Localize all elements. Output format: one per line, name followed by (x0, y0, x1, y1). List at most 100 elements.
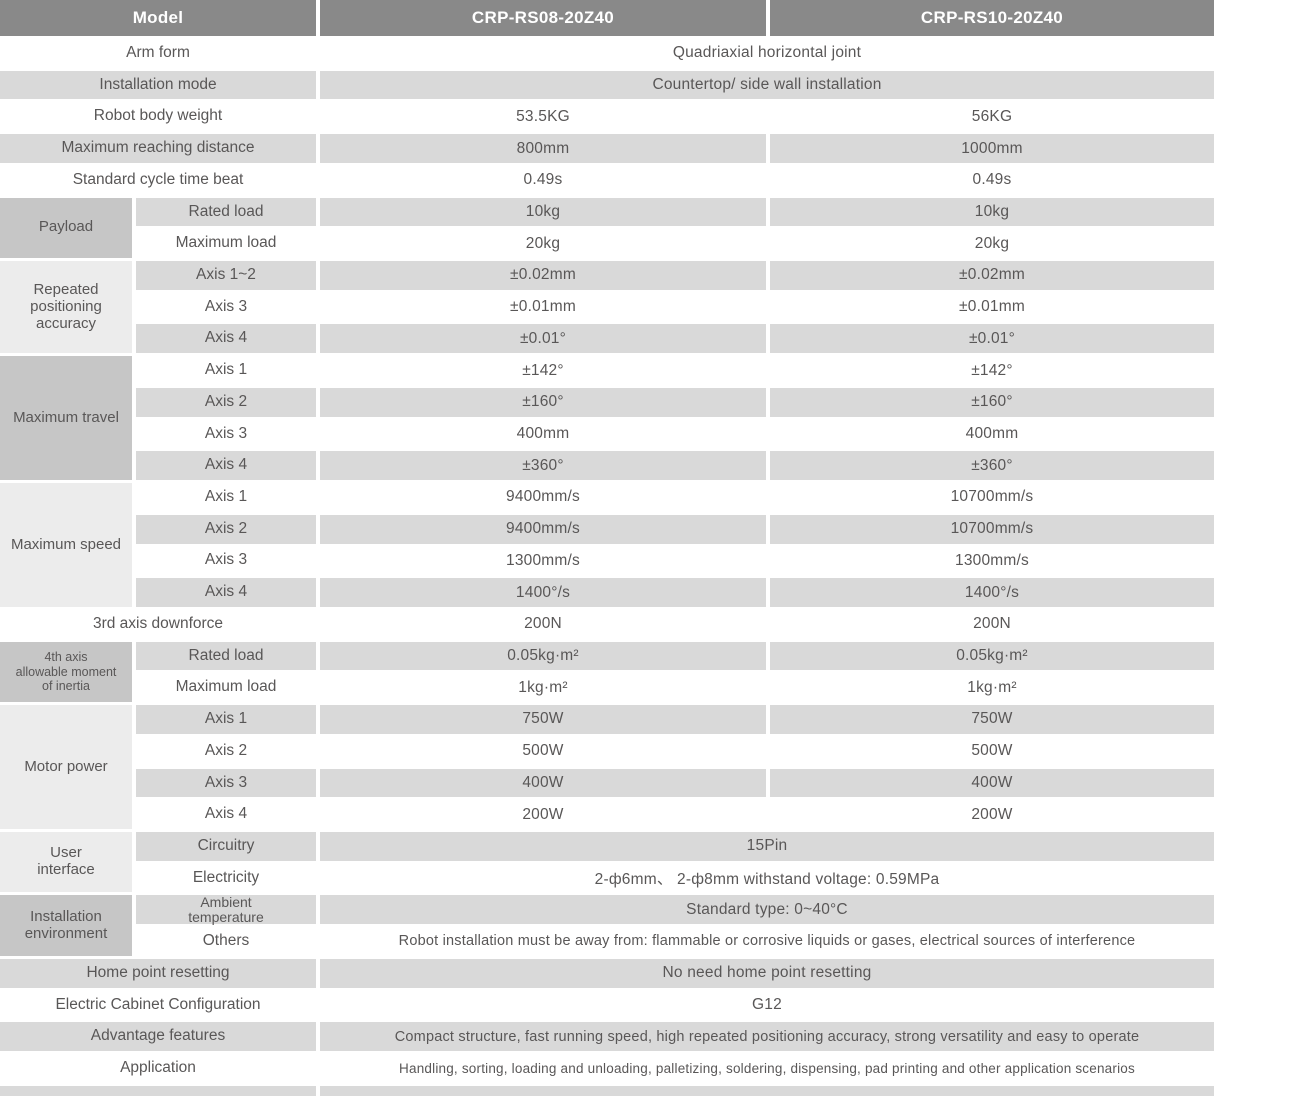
row-sublabel: Axis 4 (136, 324, 316, 354)
cell-value: 200N (973, 615, 1011, 633)
cell-value: 15Pin (320, 831, 1214, 861)
cell-value: Handling, sorting, loading and unloading… (399, 1060, 1135, 1076)
cell-value: ±160° (770, 387, 1214, 417)
row-sublabel: Rated load (136, 641, 316, 671)
row-sublabel: Axis 1~2 (136, 261, 316, 290)
row-label: Installation mode (0, 70, 316, 100)
cell-value: ±360° (320, 451, 766, 481)
cell-value: 2-ф6mm、 2-ф8mm withstand voltage: 0.59MP… (594, 871, 940, 889)
cell-value: 10kg (770, 197, 1214, 227)
row-sublabel: Rated load (136, 197, 316, 227)
row-sublabel: Axis 1 (204, 361, 248, 379)
cell-value: 53.5KG (516, 107, 570, 125)
row-label: Advantage features (0, 1022, 316, 1051)
row-sublabel: Electricity (192, 868, 260, 886)
cell-value: Quadriaxial horizontal joint (672, 44, 862, 62)
cell-value: 750W (320, 705, 766, 734)
row-label: 3rd axis downforce (92, 614, 224, 632)
group-label: Maximum travel (0, 356, 132, 481)
cell-value: ±0.01mm (959, 298, 1025, 316)
cell-value: 1000mm (770, 134, 1214, 163)
cell-value: 1300mm/s (955, 551, 1029, 569)
cell-value: Compact structure, fast running speed, h… (320, 1022, 1214, 1051)
cell-value: G12 (752, 995, 782, 1013)
cell-value: ±0.01° (320, 324, 766, 354)
group-label: User interface (0, 831, 132, 893)
cell-value: 0.49s (972, 171, 1012, 189)
cell-value: 10kg (320, 197, 766, 227)
group-label: Repeated positioning accuracy (0, 261, 132, 354)
cell-value: 0.05kg·m² (320, 641, 766, 671)
header-model-label: Model (0, 0, 316, 36)
cell-value: ±142° (522, 361, 564, 379)
cell-value: 9400mm/s (320, 514, 766, 544)
cell-value: Standard type: 0~40°C (320, 895, 1214, 925)
row-sublabel: Ambient temperature (136, 895, 316, 925)
row-label (0, 1085, 316, 1096)
cell-value: ±360° (770, 451, 1214, 481)
row-sublabel: Axis 2 (204, 741, 248, 759)
cell-value: 1300mm/s (506, 551, 580, 569)
cell-value: No need home point resetting (320, 958, 1214, 988)
row-sublabel: Axis 2 (136, 387, 316, 417)
cell-value: Robot installation must be away from: fl… (398, 933, 1136, 950)
row-label: Home point resetting (0, 958, 316, 988)
row-sublabel: Axis 3 (204, 424, 248, 442)
cell-value: 1400°/s (320, 578, 766, 607)
cell-value: 200N (524, 615, 562, 633)
cell-value: 200W (971, 805, 1013, 823)
cell-value: 1kg·m² (967, 678, 1017, 696)
cell-value: ±160° (320, 387, 766, 417)
cell-value: 10700mm/s (950, 488, 1034, 506)
cell-value: 0.49s (523, 171, 563, 189)
row-sublabel: Axis 3 (204, 551, 248, 569)
row-sublabel: Circuitry (136, 831, 316, 861)
row-sublabel: Axis 2 (136, 514, 316, 544)
row-sublabel: Maximum load (175, 678, 277, 696)
row-sublabel: Axis 1 (204, 488, 248, 506)
cell-value: 200W (522, 805, 564, 823)
row-sublabel: Others (202, 932, 250, 950)
row-sublabel: Axis 1 (136, 705, 316, 734)
cell-value: 9400mm/s (506, 488, 580, 506)
cell-value: 800mm (320, 134, 766, 163)
spec-table: Model CRP-RS08-20Z40 CRP-RS10-20Z40 Arm for… (0, 0, 1214, 1096)
cell-value: 0.05kg·m² (770, 641, 1214, 671)
row-sublabel: Maximum load (175, 234, 277, 252)
cell-value: 56KG (971, 107, 1013, 125)
row-sublabel: Axis 3 (136, 768, 316, 798)
row-sublabel: Axis 4 (136, 578, 316, 607)
cell-value: 500W (971, 742, 1013, 760)
row-sublabel: Axis 4 (204, 805, 248, 823)
cell-value: 400mm (516, 424, 570, 442)
group-label: Installation environment (0, 895, 132, 956)
cell-value: 500W (522, 742, 564, 760)
row-label: Maximum reaching distance (0, 134, 316, 163)
cell-value: 400mm (965, 424, 1019, 442)
group-label: Payload (0, 197, 132, 259)
cell-value: 10700mm/s (770, 514, 1214, 544)
row-sublabel: Axis 4 (136, 451, 316, 481)
cell-value: 1400°/s (770, 578, 1214, 607)
row-sublabel: Axis 3 (204, 297, 248, 315)
row-label: Electric Cabinet Configuration (55, 995, 261, 1013)
header-model-rs08: CRP-RS08-20Z40 (320, 0, 766, 36)
cell-value: 750W (770, 705, 1214, 734)
group-label: Maximum speed (0, 483, 132, 607)
cell-value: ±0.01mm (510, 298, 576, 316)
cell-value: ±142° (971, 361, 1013, 379)
header-model-rs10: CRP-RS10-20Z40 (770, 0, 1214, 36)
row-label: Application (120, 1058, 196, 1076)
cell-value: 1kg·m² (518, 678, 568, 696)
cell-value (320, 1085, 1214, 1096)
cell-value: 20kg (974, 234, 1010, 252)
cell-value: 20kg (525, 234, 561, 252)
cell-value: 400W (770, 768, 1214, 798)
cell-value: ±0.02mm (320, 261, 766, 290)
group-label: Motor power (0, 705, 132, 829)
row-label: Standard cycle time beat (72, 170, 244, 188)
cell-value: ±0.02mm (770, 261, 1214, 290)
cell-value: ±0.01° (770, 324, 1214, 354)
cell-value: Countertop/ side wall installation (320, 70, 1214, 100)
